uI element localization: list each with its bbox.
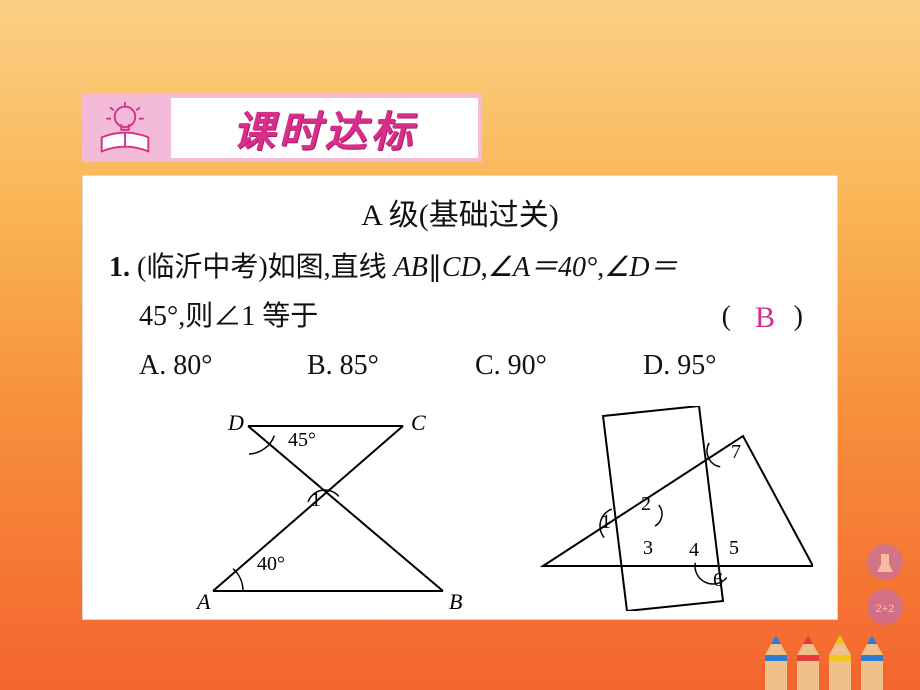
- content-panel: A 级(基础过关) 1. (临沂中考)如图,直线 AB∥CD,∠A＝40°,∠D…: [82, 175, 838, 620]
- stem-2-value: 45°: [139, 301, 178, 332]
- svg-text:3: 3: [643, 537, 653, 559]
- svg-text:2+2: 2+2: [876, 603, 895, 615]
- svg-text:2: 2: [641, 493, 651, 515]
- stem-1: 如图,直线: [268, 252, 394, 283]
- question-number: 1.: [109, 252, 130, 283]
- svg-text:7: 7: [731, 441, 741, 463]
- option-b: B. 85°: [307, 341, 475, 390]
- option-c: C. 90°: [475, 341, 643, 390]
- expr-ab: AB: [394, 252, 428, 283]
- svg-text:40°: 40°: [257, 553, 285, 575]
- pencils-decoration: [750, 630, 900, 690]
- question-line-1: 1. (临沂中考)如图,直线 AB∥CD,∠A＝40°,∠D＝: [109, 243, 811, 292]
- svg-text:C: C: [411, 410, 426, 435]
- svg-text:45°: 45°: [288, 429, 316, 451]
- banner-icon-box: [82, 94, 167, 162]
- question-line-2: 45°,则∠1 等于 ( B ): [109, 292, 811, 341]
- svg-text:5: 5: [729, 537, 739, 559]
- stem-2-tail: ,则∠1 等于: [178, 301, 318, 332]
- expr-cd: CD: [442, 252, 481, 283]
- figure-left: A B C D 45° 40° 1: [195, 410, 462, 611]
- option-d: D. 95°: [643, 341, 811, 390]
- angle-d-prefix: ∠D＝: [604, 252, 677, 283]
- figures-svg: A B C D 45° 40° 1 1 2 3 4 56 7: [193, 406, 813, 611]
- options-row: A. 80° B. 85° C. 90° D. 95°: [109, 341, 811, 390]
- banner-title: 课时达标: [232, 98, 416, 159]
- svg-text:1: 1: [311, 489, 321, 511]
- section-banner: 课时达标: [82, 94, 482, 162]
- answer-letter: B: [755, 292, 775, 345]
- svg-text:6: 6: [713, 569, 723, 591]
- level-title: A 级(基础过关): [109, 190, 811, 243]
- lightbulb-book-icon: [97, 100, 153, 156]
- svg-text:B: B: [449, 589, 462, 611]
- svg-text:D: D: [227, 410, 244, 435]
- comma-1: ,: [481, 252, 488, 283]
- svg-text:A: A: [195, 589, 211, 611]
- figures-area: A B C D 45° 40° 1 1 2 3 4 56 7: [193, 406, 813, 611]
- banner-title-inner: 课时达标: [171, 98, 478, 158]
- watermark-badges: 2+2: [863, 542, 908, 632]
- question-source: (临沂中考): [137, 252, 268, 283]
- banner-title-box: 课时达标: [167, 94, 482, 162]
- paren-right: ): [794, 292, 803, 341]
- figure-right: 1 2 3 4 56 7: [543, 406, 813, 611]
- option-a: A. 80°: [139, 341, 307, 390]
- angle-a: ∠A＝40°: [488, 252, 597, 283]
- paren-left: (: [722, 292, 731, 341]
- parallel-symbol: ∥: [428, 252, 442, 283]
- svg-text:1: 1: [601, 511, 611, 533]
- svg-text:4: 4: [689, 539, 699, 561]
